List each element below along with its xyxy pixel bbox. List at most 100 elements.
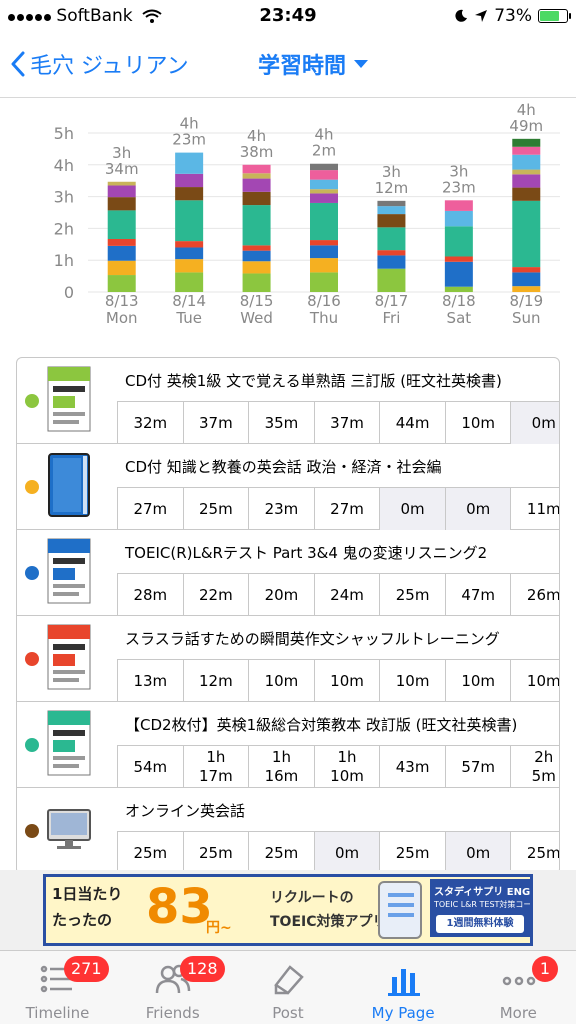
x-tick-label: Mon [106, 309, 138, 327]
time-cell: 10m [444, 401, 511, 444]
book-card[interactable]: TOEIC(R)L&Rテスト Part 3&4 鬼の変速リスニング2 28m 22m… [17, 530, 559, 616]
ad-brand: スタディサプリ ENGLISH TOEIC L&R TEST対策コース 1週間無… [430, 879, 530, 937]
book-card[interactable]: スラスラ話すための瞬間英作文シャッフルトレーニング 13m 12m 10m 10m 10m… [17, 616, 559, 702]
bar-segment [242, 261, 271, 274]
bar-segment [512, 138, 541, 147]
ad-right-line1: リクルートの [270, 890, 354, 906]
bar-total-label: 49m [509, 117, 543, 135]
bar-segment [310, 258, 338, 273]
time-cell: 10m [510, 659, 559, 702]
time-cell: 25m [510, 831, 559, 874]
ad-body: 1日当たり たったの 83 円~ リクルートの TOEIC対策アプリ スタディサ… [46, 877, 530, 943]
time-cell: 44m [379, 401, 445, 444]
time-cell: 27m [117, 487, 183, 530]
bar-segment [310, 170, 338, 180]
color-dot [25, 566, 39, 580]
tab-timeline[interactable]: Timeline [0, 951, 115, 1024]
bar-segment [310, 202, 338, 241]
time-cell: 1h 10m [313, 745, 380, 788]
battery-icon [538, 9, 571, 23]
time-cell: 32m [117, 401, 183, 444]
bar-segment [444, 261, 473, 287]
bar-segment [512, 154, 541, 170]
bar-segment [107, 260, 136, 276]
carrier: SoftBank [8, 6, 162, 26]
book-cover-icon [47, 624, 91, 690]
book-title: 【CD2枚付】英検1級総合対策教本 改訂版 (旺文社英検書) [125, 716, 518, 734]
tab-label: Friends [145, 1004, 200, 1022]
bar-segment [175, 200, 204, 242]
time-cell: 11m [510, 487, 559, 530]
x-tick-label: Wed [240, 309, 273, 327]
x-tick-label: 8/15 [240, 292, 274, 310]
bar-segment [175, 272, 204, 292]
bar-segment [512, 200, 541, 268]
time-cell: 0m [379, 487, 445, 530]
bar-total-label: 34m [105, 160, 139, 178]
ad-cta-button[interactable]: 1週間無料体験 [436, 915, 524, 933]
bar-segment [175, 152, 204, 174]
bar-segment [377, 255, 406, 269]
status-right: 73% [454, 6, 571, 26]
daily-time-row: 28m 22m 20m 24m 25m 47m 26m [117, 573, 559, 616]
daily-time-row: 13m 12m 10m 10m 10m 10m 10m [117, 659, 559, 702]
ad-frame: 1日当たり たったの 83 円~ リクルートの TOEIC対策アプリ スタディサ… [43, 874, 533, 946]
tab-post[interactable]: Post [230, 951, 345, 1024]
time-cell: 47m [444, 573, 511, 616]
bar-segment [310, 189, 338, 194]
bar-segment [310, 245, 338, 259]
time-cell: 10m [313, 659, 380, 702]
bar-segment [242, 173, 271, 179]
bar-segment [107, 275, 136, 292]
book-card[interactable]: 【CD2枚付】英検1級総合対策教本 改訂版 (旺文社英検書) 54m 1h 17m 1… [17, 702, 559, 788]
chart-svg: 01h2h3h4h5h3h34m8/13Mon4h23m8/14Tue4h38m… [54, 101, 560, 327]
book-title: CD付 知識と教養の英会話 政治・経済・社会編 [125, 458, 442, 476]
page-title: 学習時間 [258, 54, 347, 79]
time-cell: 57m [444, 745, 511, 788]
time-cell: 0m [510, 401, 559, 444]
bar-segment [310, 240, 338, 246]
book-card[interactable]: CD付 知識と教養の英会話 政治・経済・社会編 27m 25m 23m 27m 0m 0m 1… [17, 444, 559, 530]
bar-total-label: 4h [314, 126, 333, 144]
chevron-left-icon [11, 51, 25, 77]
x-tick-label: 8/14 [172, 292, 206, 310]
back-button[interactable]: 毛穴 ジュリアン [10, 48, 189, 80]
daily-time-row: 32m 37m 35m 37m 44m 10m 0m [117, 401, 559, 444]
bar-segment [107, 239, 136, 246]
time-cell: 10m [444, 659, 511, 702]
color-dot [25, 738, 39, 752]
x-tick-label: 8/13 [105, 292, 139, 310]
bar-segment [107, 185, 136, 198]
tab-friends[interactable]: Friends [115, 951, 230, 1024]
tab-label: Timeline [25, 1004, 90, 1022]
bar-segment [175, 241, 204, 248]
time-cell: 0m [444, 487, 511, 530]
color-dot [25, 480, 39, 494]
tab-my-page[interactable]: My Page [346, 951, 461, 1024]
bar-segment [242, 250, 271, 262]
ad-brand-name: スタディサプリ ENGLISH [434, 887, 530, 898]
book-card[interactable]: オンライン英会話 25m 25m 25m 0m 25m 0m 25m [17, 788, 559, 874]
bar-segment [377, 214, 406, 228]
bar-segment [377, 227, 406, 251]
time-cell: 0m [313, 831, 380, 874]
book-title: オンライン英会話 [125, 802, 246, 820]
post-icon [268, 959, 308, 999]
tab-more[interactable]: More [461, 951, 576, 1024]
bar-total-label: 3h [112, 144, 131, 162]
time-cell: 1h 16m [248, 745, 314, 788]
bar-segment [175, 173, 204, 188]
status-bar: SoftBank 23:49 73% [0, 0, 576, 34]
book-card[interactable]: CD付 英検1級 文で覚える単熟語 三訂版 (旺文社英検書) 32m 37m 35m 3… [17, 358, 559, 444]
period-selector[interactable]: 学習時間 [258, 48, 369, 80]
ad-banner[interactable]: 1日当たり たったの 83 円~ リクルートの TOEIC対策アプリ スタディサ… [0, 870, 576, 950]
x-tick-label: 8/19 [509, 292, 543, 310]
notification-badge: 1 [532, 956, 558, 982]
study-time-chart: 0 1h 2h 3h 4h 5h 3h 34m 8/13 Mon 4h 23m 8/14 Tue 4h 38m… [0, 99, 576, 341]
ad-line2: たったの [52, 911, 113, 929]
time-cell: 25m [248, 831, 314, 874]
time-cell: 25m [182, 487, 249, 530]
bar-total-label: 38m [240, 143, 274, 161]
timeline-icon [38, 959, 78, 999]
